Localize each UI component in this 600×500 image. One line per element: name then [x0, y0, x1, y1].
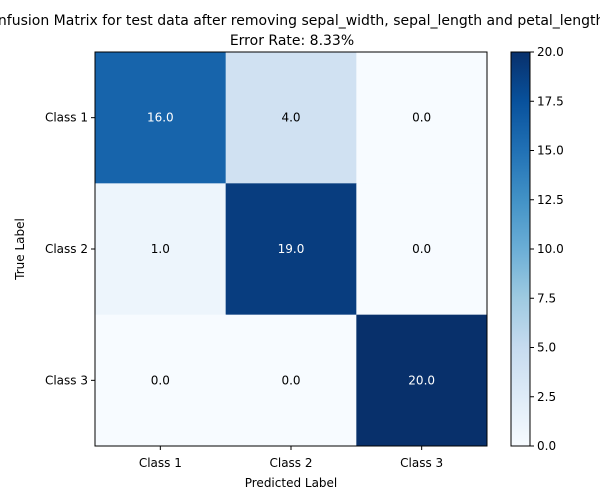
heatmap-cell: [95, 314, 227, 447]
colorbar-tick-label: 17.5: [537, 94, 564, 108]
colorbar: [511, 52, 530, 446]
colorbar-tick-label: 5.0: [537, 341, 556, 355]
colorbar-tick-label: 20.0: [537, 45, 564, 59]
colorbar-tick-label: 0.0: [537, 439, 556, 453]
heatmap-cell: [356, 314, 488, 447]
y-tick-label: Class 2: [45, 242, 88, 256]
x-tick-label: Class 1: [139, 456, 182, 470]
y-axis-ticks: Class 1 Class 2 Class 3: [45, 111, 95, 387]
heatmap-cell: [356, 183, 488, 316]
heatmap-cell: [225, 314, 357, 447]
colorbar-tick-label: 2.5: [537, 390, 556, 404]
y-axis-label: True Label: [13, 218, 27, 281]
cell-value-label: 20.0: [408, 373, 435, 387]
y-tick-label: Class 3: [45, 373, 88, 387]
colorbar-tick-label: 15.0: [537, 144, 564, 158]
x-tick-label: Class 3: [400, 456, 443, 470]
heatmap-cell-labels: 16.0 4.0 0.0 1.0 19.0 0.0 0.0 0.0 20.0: [147, 111, 435, 388]
cell-value-label: 4.0: [281, 111, 300, 125]
colorbar-tick-label: 10.0: [537, 242, 564, 256]
y-tick-label: Class 1: [45, 111, 88, 125]
cell-value-label: 0.0: [412, 111, 431, 125]
cell-value-label: 0.0: [281, 373, 300, 387]
cell-value-label: 16.0: [147, 111, 174, 125]
chart-subtitle: Error Rate: 8.33%: [230, 33, 354, 49]
x-axis-label: Predicted Label: [245, 476, 338, 490]
x-axis-ticks: Class 1 Class 2 Class 3: [139, 446, 443, 470]
heatmap-cell: [95, 52, 227, 184]
heatmap-cells: [95, 52, 488, 447]
colorbar-tick-label: 12.5: [537, 193, 564, 207]
heatmap-cell: [356, 52, 488, 184]
cell-value-label: 19.0: [278, 242, 305, 256]
chart-title: Confusion Matrix for test data after rem…: [0, 13, 600, 29]
cell-value-label: 1.0: [151, 242, 170, 256]
cell-value-label: 0.0: [412, 242, 431, 256]
heatmap-cell: [225, 183, 357, 316]
colorbar-ticks: 0.0 2.5 5.0 7.5 10.0 12.5 15.0 17.5 20.0: [530, 45, 564, 453]
heatmap-cell: [225, 52, 357, 184]
x-tick-label: Class 2: [269, 456, 312, 470]
cell-value-label: 0.0: [151, 373, 170, 387]
heatmap-cell: [95, 183, 227, 316]
colorbar-tick-label: 7.5: [537, 291, 556, 305]
